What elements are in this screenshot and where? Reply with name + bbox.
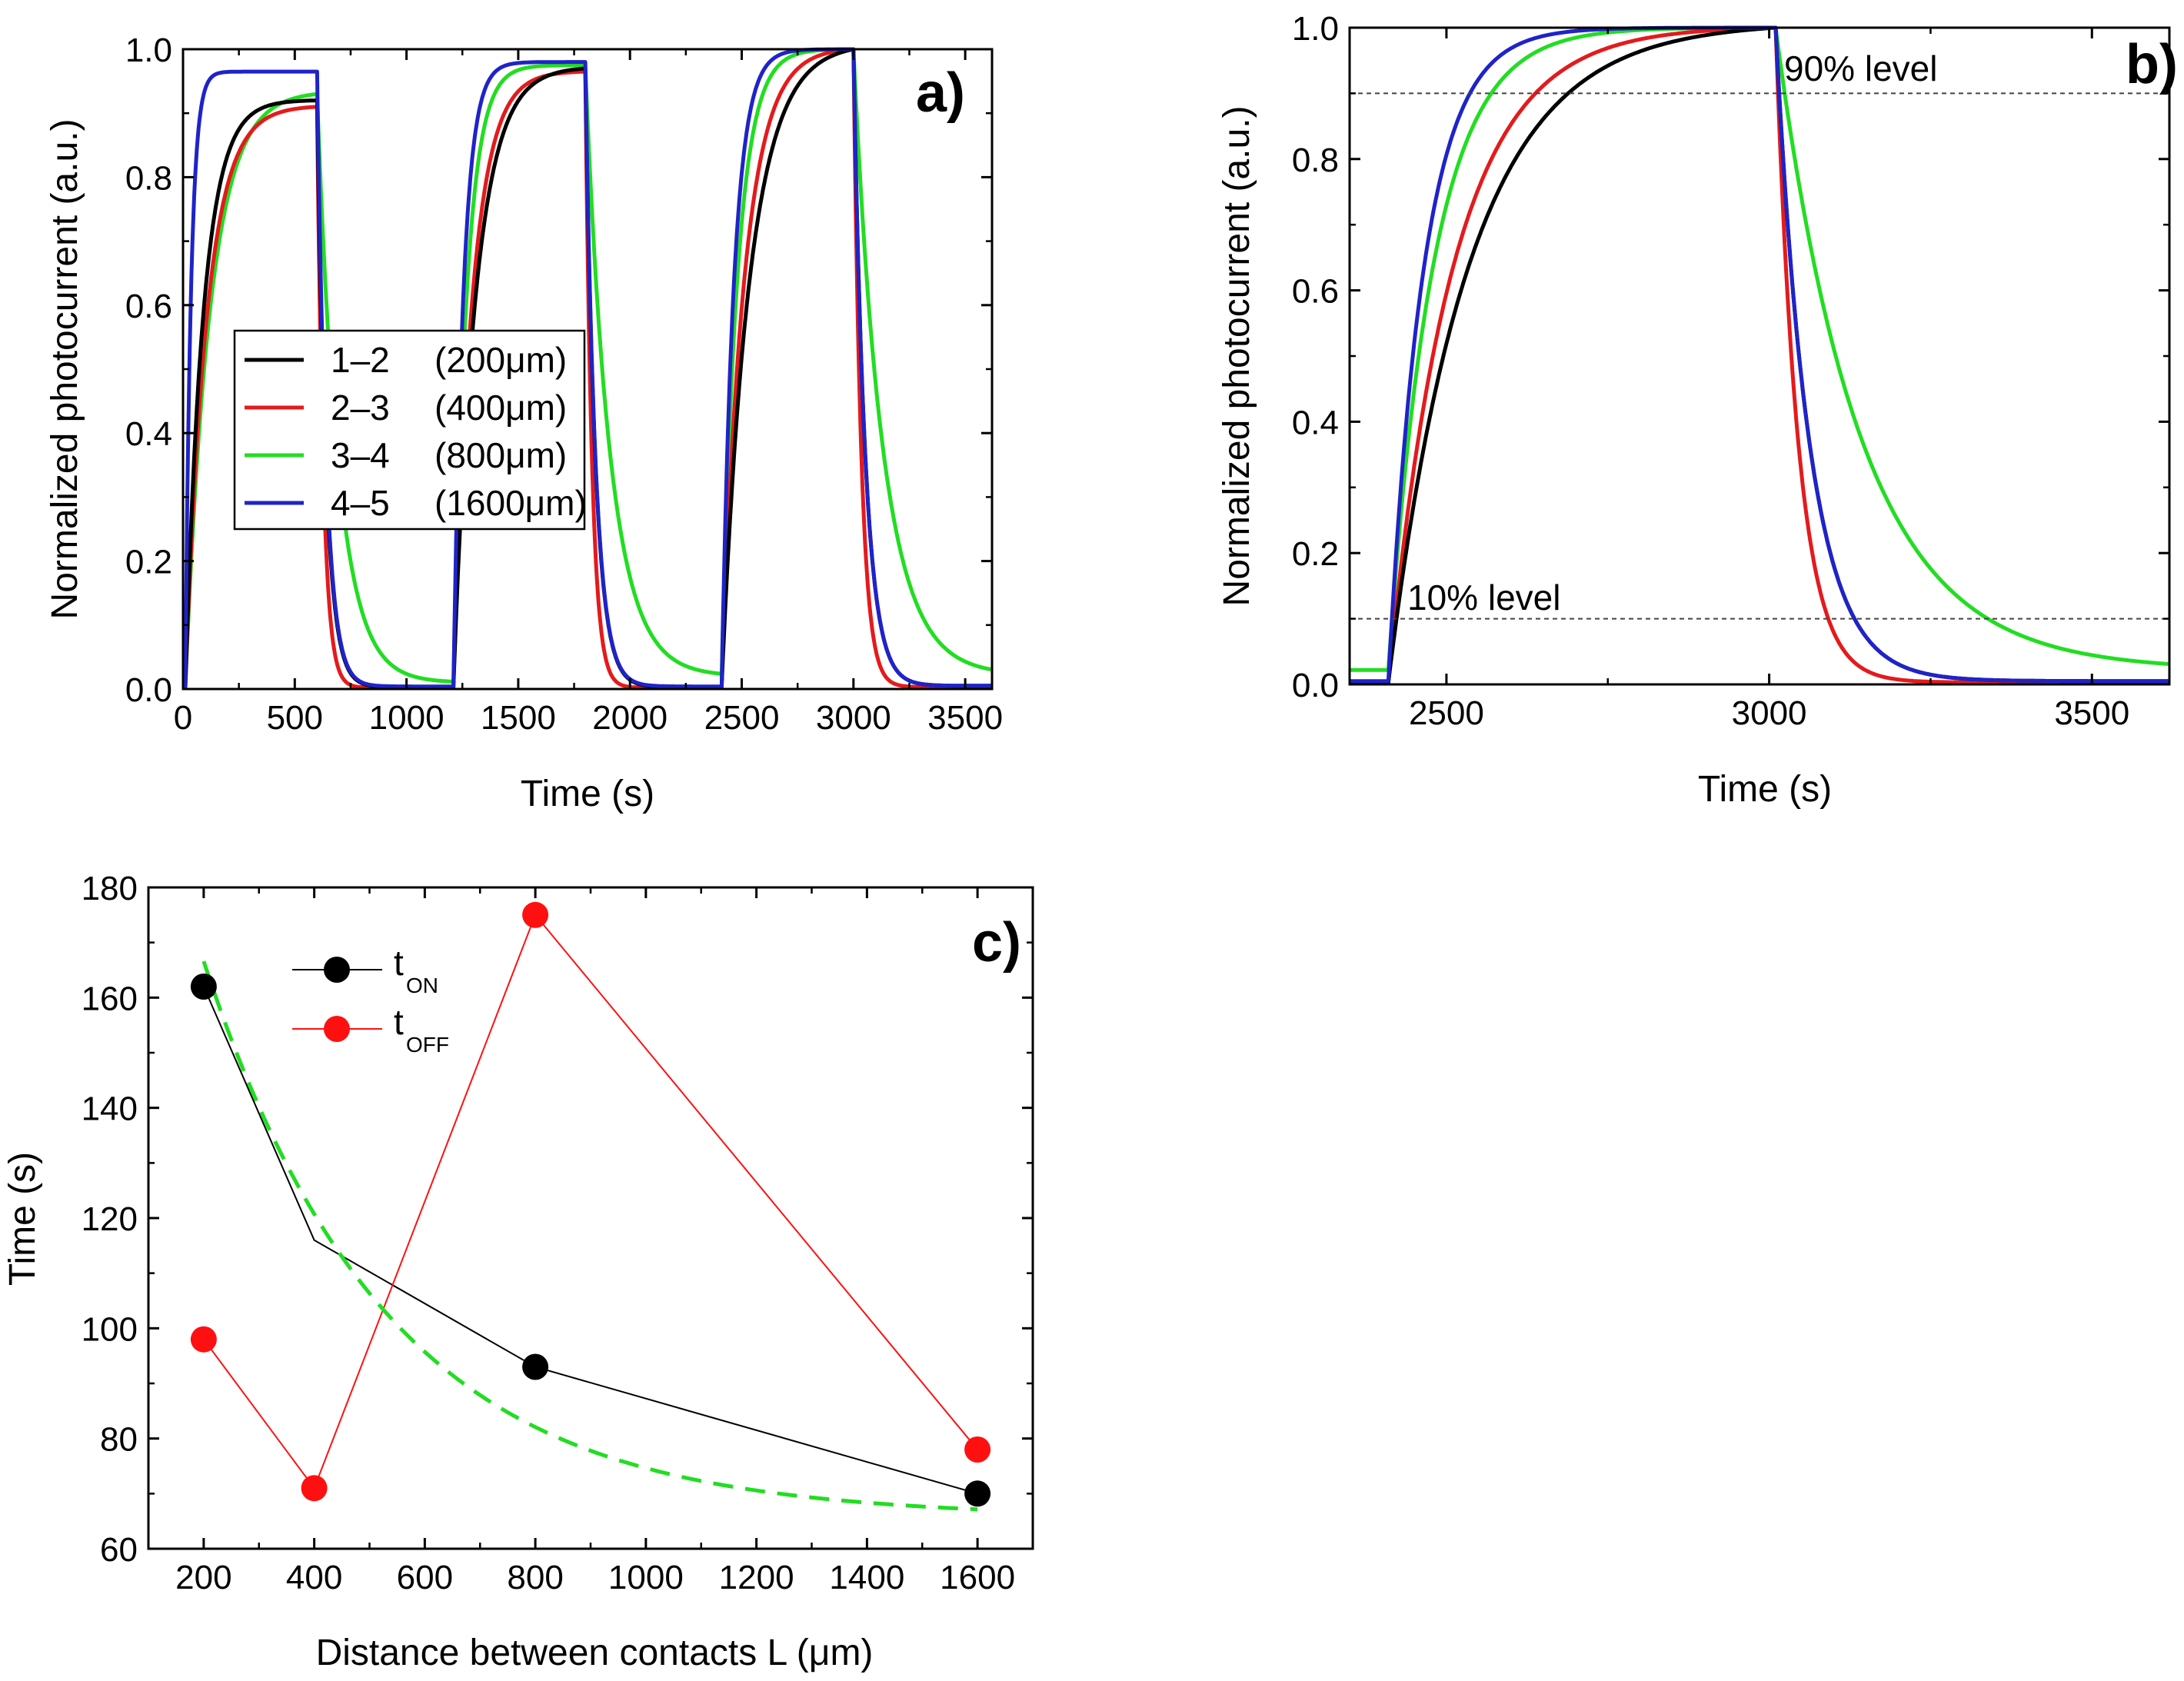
legend-label-t-off-subscript: OFF xyxy=(406,1033,449,1057)
panel-c-y-axis-title: Time (s) xyxy=(2,1152,43,1286)
panel-c-axis-ticks: 200 400 600 800 1000 1200 1400 1600 60 80 100 120 14… xyxy=(82,870,1033,1596)
legend-length-4-5: (1600μm) xyxy=(434,483,587,523)
panel-a-y-tick-label: 0.8 xyxy=(125,159,172,197)
panel-c-x-tick-label: 1400 xyxy=(829,1559,904,1596)
panel-c-y-tick-label: 120 xyxy=(82,1200,138,1238)
panel-c-x-tick-label: 400 xyxy=(286,1559,342,1596)
panel-b-series-3-4 xyxy=(1350,25,2170,672)
panel-b-axis-ticks: 2500 3000 3500 0.0 0.2 0.4 0.6 0.8 1.0 xyxy=(1292,10,2169,732)
panel-c-series-group xyxy=(190,901,991,1512)
panel-c-fit-curve xyxy=(201,960,978,1512)
panel-b-series-4-5 xyxy=(1350,25,2170,684)
panel-b-y-tick-label: 0.4 xyxy=(1292,404,1339,441)
panel-a-x-tick-label: 500 xyxy=(267,699,323,737)
panel-c-x-tick-label: 800 xyxy=(507,1559,563,1596)
panel-a-y-tick-label: 0.6 xyxy=(125,288,172,325)
panel-a-x-tick-label: 1000 xyxy=(369,699,444,737)
panel-a-axis-ticks: 0 500 1000 1500 2000 2500 3000 3500 0.0 0.2 0.4 0.6… xyxy=(125,32,1003,737)
panel-b-x-tick-label: 3000 xyxy=(1732,694,1807,732)
panel-c-point-t_OFF xyxy=(190,1326,217,1353)
panel-a-x-axis-title: Time (s) xyxy=(521,774,654,814)
panel-c-x-tick-label: 200 xyxy=(175,1559,231,1596)
panel-c-legend: t ON t OFF xyxy=(292,943,449,1057)
panel-a-x-tick-label: 0 xyxy=(174,699,192,737)
panel-b-y-tick-label: 0.0 xyxy=(1292,667,1339,704)
panel-b-90-level-label: 90% level xyxy=(1784,48,1937,88)
panel-b-x-tick-label: 3500 xyxy=(2054,694,2129,732)
legend-label-2-3: 2–3 xyxy=(331,388,390,428)
panel-c-point-t_ON xyxy=(190,974,217,1000)
panel-c-line-t_OFF xyxy=(203,913,978,1490)
panel-b-chart: 2500 3000 3500 0.0 0.2 0.4 0.6 0.8 1.0 b) Time (… xyxy=(1217,10,2178,810)
panel-a-x-tick-label: 2000 xyxy=(592,699,668,737)
panel-a-legend-box xyxy=(233,329,586,531)
panel-a-legend: 1–2 (200μm) 2–3 (400μm) 3–4 (800μm) 4–5 … xyxy=(233,329,587,531)
panel-a-series-4-5 xyxy=(183,47,994,690)
panel-a-y-tick-label: 1.0 xyxy=(125,32,172,69)
panel-b-x-axis-title: Time (s) xyxy=(1698,769,1832,810)
panel-a-y-tick-label: 0.0 xyxy=(125,671,172,709)
legend-length-1-2: (200μm) xyxy=(434,340,567,380)
panel-c-y-tick-label: 80 xyxy=(100,1421,138,1459)
legend-marker-t-on xyxy=(324,957,350,983)
legend-label-1-2: 1–2 xyxy=(331,340,390,380)
legend-label-t-on: t xyxy=(394,943,404,983)
panel-a-label: a) xyxy=(916,62,965,124)
panel-b-y-tick-label: 1.0 xyxy=(1292,10,1339,48)
legend-marker-t-off xyxy=(324,1016,350,1042)
panel-c-chart: 200 400 600 800 1000 1200 1400 1600 60 80 100 120 14… xyxy=(2,870,1034,1673)
panel-a-x-tick-label: 3000 xyxy=(816,699,891,737)
panel-c-y-tick-label: 180 xyxy=(82,870,138,907)
panel-c-label: c) xyxy=(972,912,1021,974)
legend-label-t-off: t xyxy=(394,1002,404,1042)
panel-c-point-t_OFF xyxy=(301,1475,328,1502)
panel-c-y-tick-label: 140 xyxy=(82,1090,138,1128)
panel-a-y-tick-label: 0.2 xyxy=(125,544,172,581)
panel-a-chart: 0 500 1000 1500 2000 2500 3000 3500 0.0 0.2 0.4 0.6… xyxy=(45,32,1003,814)
panel-b-y-tick-label: 0.8 xyxy=(1292,141,1339,179)
panel-a-x-tick-label: 1500 xyxy=(481,699,556,737)
panel-a-x-tick-label: 3500 xyxy=(927,699,1003,737)
panel-c-point-t_OFF xyxy=(522,901,549,928)
panel-c-point-t_ON xyxy=(522,1353,549,1380)
legend-label-4-5: 4–5 xyxy=(331,483,390,523)
legend-label-t-on-subscript: ON xyxy=(406,974,438,997)
panel-a-y-axis-title: Normalized photocurrent (a.u.) xyxy=(45,119,85,620)
panel-c-x-tick-label: 1000 xyxy=(608,1559,684,1596)
panel-c-y-tick-label: 100 xyxy=(82,1310,138,1348)
panel-a-x-tick-label: 2500 xyxy=(704,699,780,737)
panel-c-y-tick-label: 60 xyxy=(100,1531,138,1569)
panel-b-x-tick-label: 2500 xyxy=(1409,694,1484,732)
panel-c-line-t_ON xyxy=(202,986,978,1495)
legend-length-2-3: (400μm) xyxy=(434,388,567,428)
panel-c-x-axis-title: Distance between contacts L (μm) xyxy=(316,1633,874,1673)
legend-label-3-4: 3–4 xyxy=(331,435,390,475)
panel-b-label: b) xyxy=(2126,34,2178,95)
panel-a-series-group xyxy=(183,47,994,690)
panel-c-x-tick-label: 1600 xyxy=(940,1559,1015,1596)
panel-b-reference-lines xyxy=(1350,92,2169,620)
panel-a-y-tick-label: 0.4 xyxy=(125,415,172,453)
panel-c-point-t_ON xyxy=(964,1480,991,1507)
panel-b-series-group xyxy=(1350,25,2170,685)
panel-c-y-tick-label: 160 xyxy=(82,980,138,1017)
legend-length-3-4: (800μm) xyxy=(434,435,567,475)
panel-c-point-t_OFF xyxy=(964,1436,991,1463)
panel-b-y-axis-title: Normalized photocurrent (a.u.) xyxy=(1217,106,1257,607)
panel-b-y-tick-label: 0.2 xyxy=(1292,535,1339,573)
panel-b-y-tick-label: 0.6 xyxy=(1292,273,1339,311)
panel-c-x-tick-label: 1200 xyxy=(719,1559,794,1596)
panel-c-x-tick-label: 600 xyxy=(397,1559,453,1596)
panel-b-10-level-label: 10% level xyxy=(1407,578,1560,617)
